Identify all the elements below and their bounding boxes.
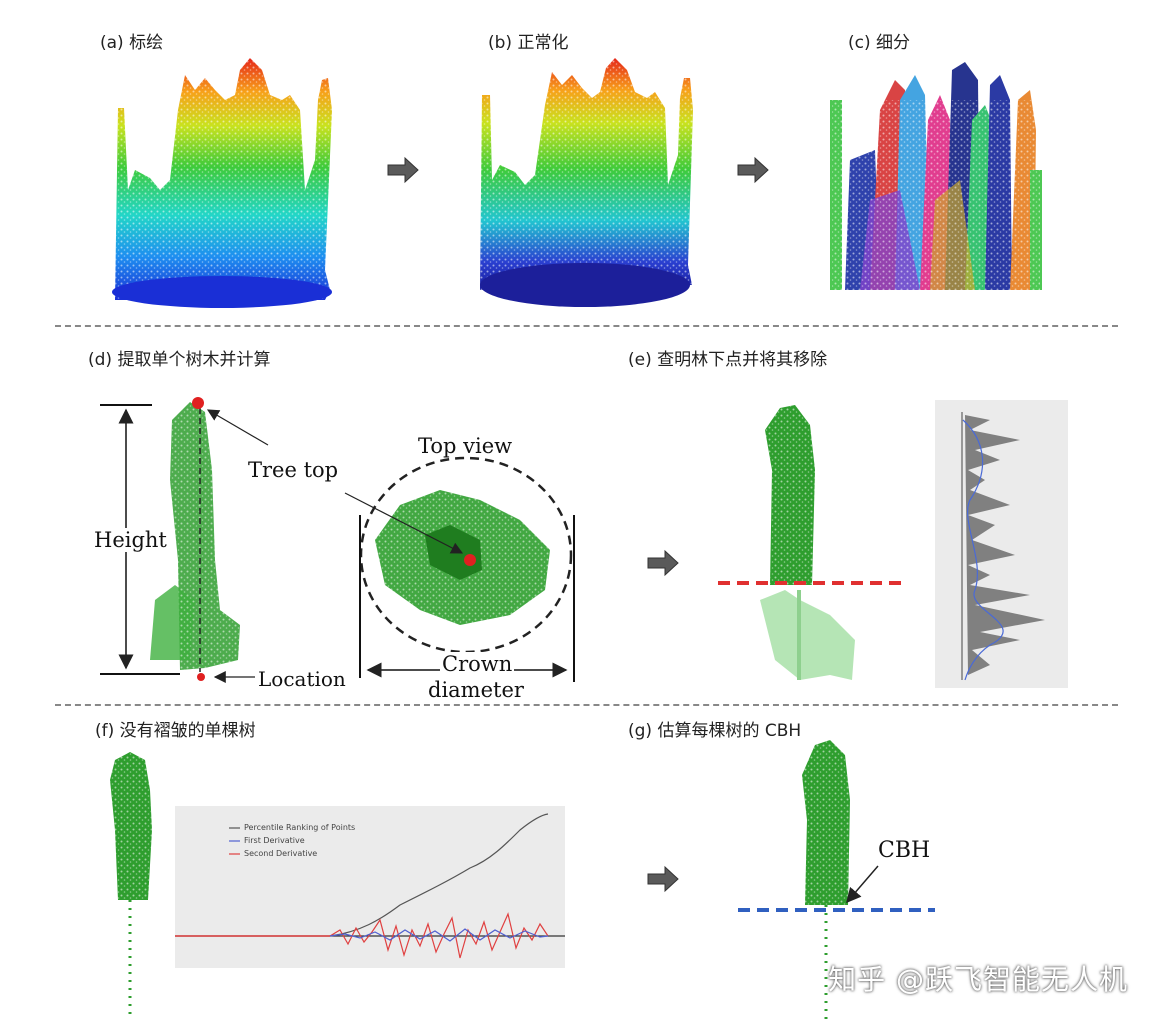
- location-label: Location: [258, 667, 346, 691]
- arrow-b-to-c: [737, 156, 769, 184]
- panel-label-b: (b) 正常化: [488, 33, 569, 53]
- panel-label-a: (a) 标绘: [100, 33, 164, 53]
- panel-label-g: (g) 估算每棵树的 CBH: [628, 721, 802, 741]
- top-view: [344, 456, 575, 682]
- forest-cloud-c: [830, 62, 1042, 290]
- crown-label: Crown: [440, 652, 515, 676]
- arrow-f-to-g: [647, 865, 679, 893]
- separator-top: [55, 325, 1118, 327]
- legend-item-percentile: Percentile Ranking of Points: [244, 823, 356, 832]
- cbh-label: CBH: [878, 838, 931, 863]
- single-tree-d: [150, 397, 269, 683]
- arrow-a-to-b: [387, 156, 419, 184]
- separator-bottom: [55, 704, 1118, 706]
- legend-item-second-derivative: Second Derivative: [244, 849, 318, 858]
- derivative-chart-f: [175, 806, 565, 968]
- tree-top-marker: [192, 397, 204, 409]
- profile-chart-e: [935, 400, 1068, 688]
- panel-label-d: (d) 提取单个树木并计算: [88, 350, 271, 370]
- arrow-d-to-e: [647, 549, 679, 577]
- top-view-label: Top view: [418, 434, 513, 458]
- panel-label-c: (c) 细分: [848, 33, 911, 53]
- tree-g: [738, 740, 935, 1022]
- tree-top-label: Tree top: [248, 458, 339, 482]
- diameter-label: diameter: [428, 678, 524, 702]
- watermark: 知乎 @跃飞智能无人机: [828, 963, 1128, 996]
- panel-label-f: (f) 没有褶皱的单棵树: [95, 721, 256, 741]
- forest-cloud-b: [480, 58, 693, 307]
- legend-item-first-derivative: First Derivative: [244, 836, 305, 845]
- forest-cloud-a: [112, 58, 332, 308]
- tree-e: [718, 405, 905, 680]
- tree-f: [110, 752, 152, 1020]
- height-label: Height: [92, 528, 169, 552]
- panel-label-e: (e) 查明林下点并将其移除: [628, 350, 828, 370]
- location-marker: [197, 673, 205, 681]
